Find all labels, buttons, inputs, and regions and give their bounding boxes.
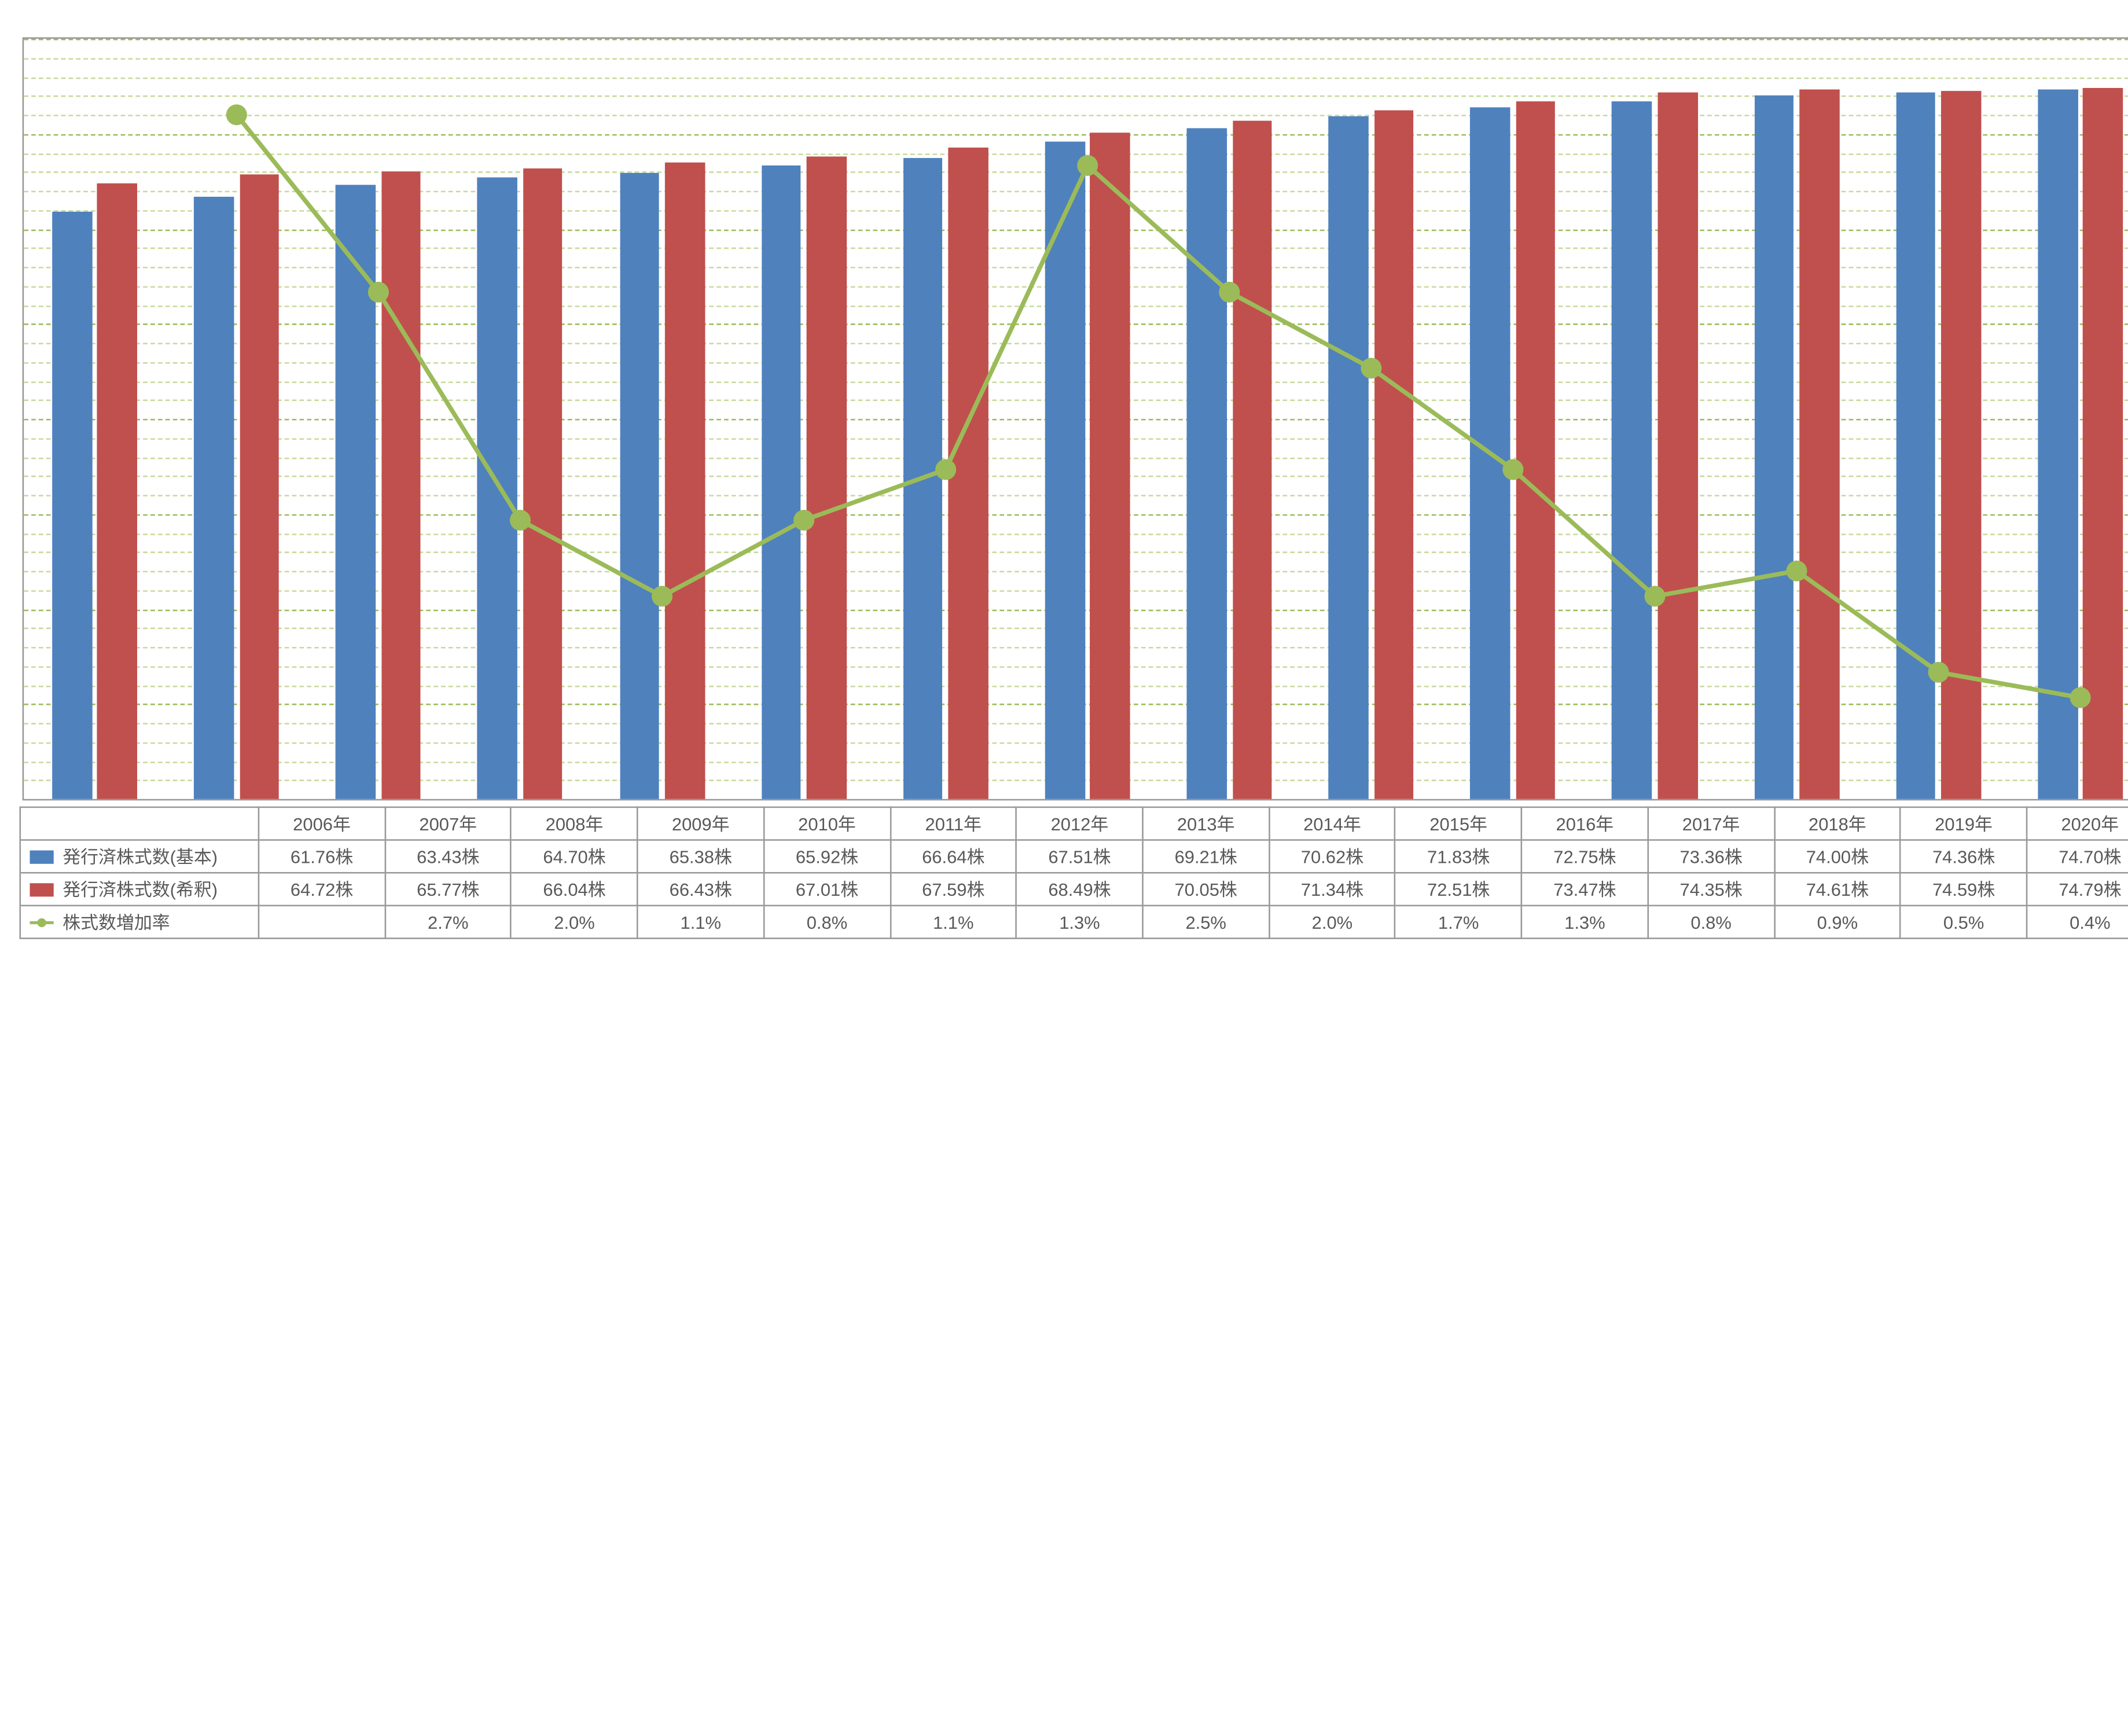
- table-value-cell: 74.79株: [2027, 873, 2128, 906]
- table-value-cell: 1.1%: [638, 906, 764, 939]
- table-value-cell: 67.01株: [764, 873, 890, 906]
- table-value-cell: 72.51株: [1395, 873, 1521, 906]
- table-value-cell: 0.5%: [1901, 906, 2027, 939]
- table-value-cell: 74.61株: [1774, 873, 1901, 906]
- table-category-cell: 2014年: [1269, 807, 1395, 840]
- table-value-cell: 2.5%: [1143, 906, 1269, 939]
- table-category-cell: 2006年: [259, 807, 385, 840]
- table-value-cell: 66.43株: [638, 873, 764, 906]
- table-value-cell: 70.05株: [1143, 873, 1269, 906]
- table-category-cell: 2010年: [764, 807, 890, 840]
- table-series-header-diluted: 発行済株式数(希釈): [20, 873, 259, 906]
- table-value-cell: 71.34株: [1269, 873, 1395, 906]
- table-value-cell: [259, 906, 385, 939]
- growth-line-path: [24, 39, 2128, 799]
- diluted-swatch-icon: [30, 882, 54, 896]
- table-value-cell: 67.59株: [890, 873, 1016, 906]
- table-value-cell: 1.1%: [890, 906, 1016, 939]
- table-category-cell: 2008年: [511, 807, 637, 840]
- table-value-cell: 68.49株: [1016, 873, 1142, 906]
- table-value-cell: 73.47株: [1521, 873, 1648, 906]
- table-value-cell: 1.3%: [1016, 906, 1142, 939]
- table-category-cell: 2019年: [1901, 807, 2027, 840]
- table-category-cell: 2017年: [1648, 807, 1774, 840]
- table-category-cell: 2016年: [1521, 807, 1648, 840]
- table-value-cell: 2.0%: [511, 906, 637, 939]
- table-category-cell: 2007年: [385, 807, 511, 840]
- table-category-cell: 2018年: [1774, 807, 1901, 840]
- table-value-cell: 2.0%: [1269, 906, 1395, 939]
- table-value-cell: 74.35株: [1648, 873, 1774, 906]
- table-category-cell: 2013年: [1143, 807, 1269, 840]
- table-value-cell: 64.72株: [259, 873, 385, 906]
- table-series-header-growth: .swatch.line::after{background:#9bbb59;}…: [20, 906, 259, 939]
- table-value-cell: 2.7%: [385, 906, 511, 939]
- table-corner-cell: [20, 807, 259, 840]
- table-value-cell: 1.7%: [1395, 906, 1521, 939]
- table-category-cell: 2009年: [638, 807, 764, 840]
- chart-plot-area: [23, 37, 2128, 800]
- table-category-cell: 2012年: [1016, 807, 1142, 840]
- data-table: 2006年2007年2008年2009年2010年2011年2012年2013年…: [19, 807, 2128, 939]
- basic-swatch-icon: [30, 849, 54, 863]
- table-value-cell: 0.8%: [764, 906, 890, 939]
- table-value-cell: 0.8%: [1648, 906, 1774, 939]
- table-value-cell: 0.9%: [1774, 906, 1901, 939]
- growth-swatch-icon: [30, 921, 54, 924]
- table-value-cell: 65.77株: [385, 873, 511, 906]
- table-category-cell: 2015年: [1395, 807, 1521, 840]
- table-value-cell: 0.4%: [2027, 906, 2128, 939]
- table-value-cell: 74.59株: [1901, 873, 2027, 906]
- table-category-cell: 2020年: [2027, 807, 2128, 840]
- table-value-cell: 1.3%: [1521, 906, 1648, 939]
- table-value-cell: 66.04株: [511, 873, 637, 906]
- table-category-cell: 2011年: [890, 807, 1016, 840]
